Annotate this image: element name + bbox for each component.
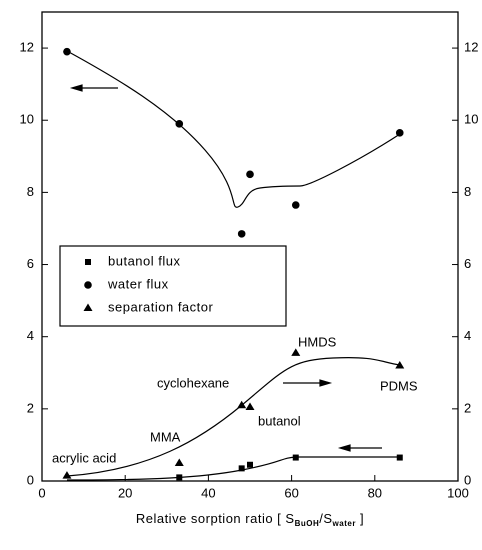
- triangle-marker: [62, 471, 72, 479]
- legend-label: water flux: [107, 276, 169, 291]
- legend-label: separation factor: [108, 299, 214, 314]
- arrow-head: [69, 84, 83, 92]
- x-tick-label: 40: [201, 485, 215, 500]
- x-axis-label-part: BuOH: [295, 519, 320, 528]
- circle-marker: [395, 129, 404, 137]
- circle-marker: [63, 47, 71, 56]
- annotation: butanol: [258, 413, 301, 428]
- circle-marker: [246, 170, 254, 179]
- square-marker: [85, 259, 91, 265]
- y-tick-label: 12: [20, 40, 34, 55]
- y2-tick-label: 2: [464, 400, 471, 415]
- y-tick-label: 10: [20, 112, 34, 127]
- annotation: cyclohexane: [157, 375, 229, 390]
- x-axis-label-part: Relative sorption ratio [ S: [136, 511, 295, 526]
- square-marker: [247, 461, 253, 468]
- circle-marker: [84, 281, 92, 289]
- arrow-head: [319, 379, 333, 387]
- circle-marker: [291, 201, 300, 209]
- x-axis-label-part: /S: [319, 511, 332, 526]
- y2-tick-label: 10: [464, 112, 478, 127]
- triangle-marker: [245, 402, 255, 411]
- fit-curves: [66, 50, 401, 481]
- y2-tick-label: 4: [464, 328, 471, 343]
- y2-tick-label: 12: [464, 40, 478, 55]
- triangle-marker: [395, 361, 405, 369]
- separation-factor-curve: [66, 357, 401, 477]
- x-tick-label: 0: [38, 485, 45, 500]
- y-tick-label: 4: [27, 328, 34, 343]
- square-marker: [238, 465, 245, 472]
- annotation: acrylic acid: [52, 450, 116, 465]
- y2-tick-label: 8: [464, 184, 471, 199]
- x-axis-label: Relative sorption ratio [ SBuOH/Swater ]: [136, 511, 364, 528]
- legend-label: butanol flux: [108, 253, 181, 268]
- square-marker: [176, 474, 183, 481]
- triangle-marker: [291, 348, 301, 356]
- arrows: [69, 84, 382, 452]
- plot-frame: [41, 11, 459, 482]
- annotation: MMA: [150, 429, 181, 444]
- arrow-head: [337, 444, 351, 452]
- y-tick-label: 6: [27, 256, 34, 271]
- x-tick-label: 20: [118, 485, 132, 500]
- y-tick-label: 8: [27, 184, 34, 199]
- annotation: HMDS: [298, 334, 337, 349]
- water-flux-curve: [66, 50, 401, 208]
- y2-tick-label: 0: [464, 472, 471, 487]
- circle-marker: [175, 120, 184, 128]
- circle-marker: [237, 230, 246, 238]
- x-axis-label-part: ]: [356, 511, 364, 526]
- triangle-marker: [83, 303, 93, 311]
- x-tick-label: 100: [447, 485, 469, 500]
- triangle-marker: [237, 400, 247, 409]
- legend-box: [59, 245, 287, 327]
- y-tick-label: 0: [27, 472, 34, 487]
- square-marker: [396, 454, 403, 461]
- triangle-marker: [174, 458, 184, 466]
- y2-tick-label: 6: [464, 256, 471, 271]
- x-tick-label: 80: [368, 485, 382, 500]
- x-tick-label: 60: [284, 485, 298, 500]
- butanol-flux-curve: [66, 456, 400, 481]
- square-marker: [292, 454, 299, 461]
- annotation: PDMS: [380, 378, 418, 393]
- x-axis-label-part: water: [332, 519, 356, 528]
- y-tick-label: 2: [27, 400, 34, 415]
